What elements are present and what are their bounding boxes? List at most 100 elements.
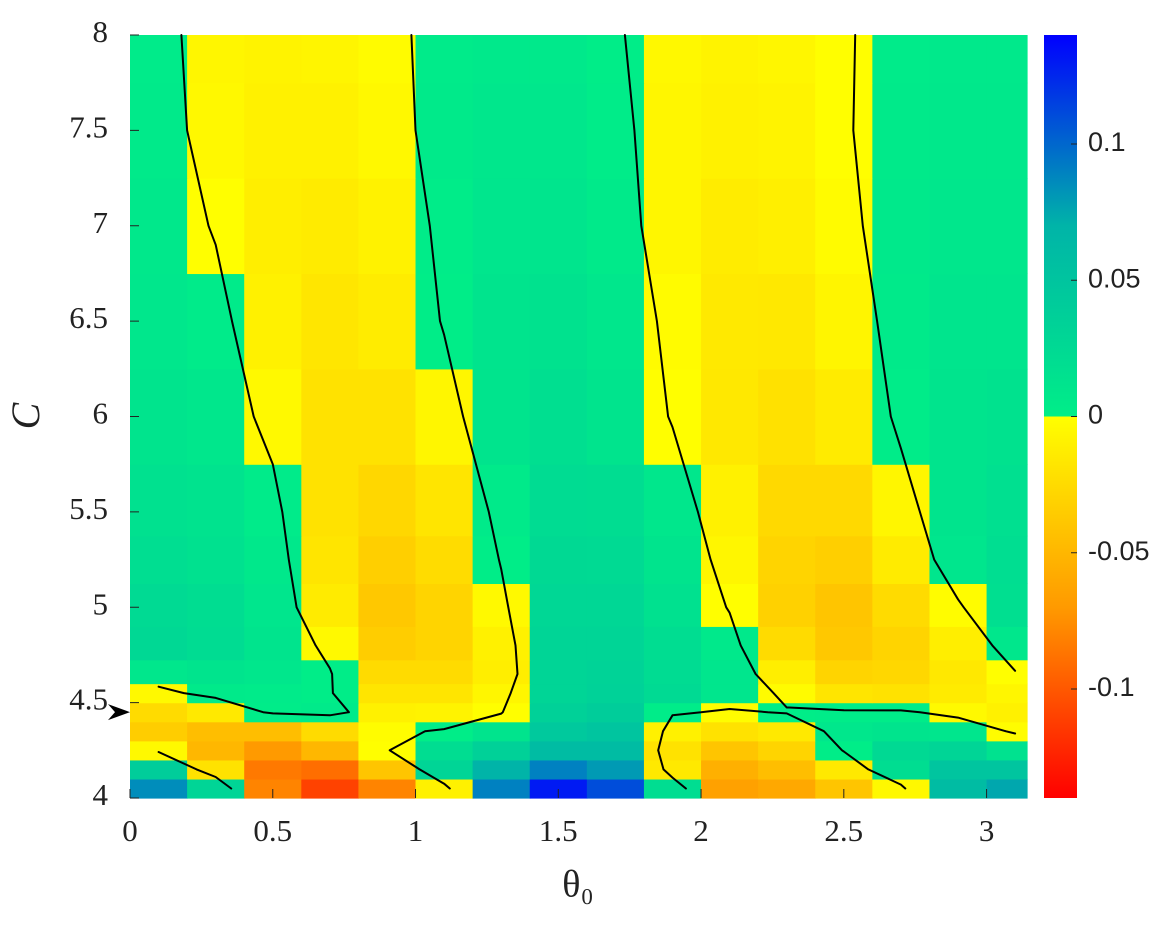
heat-cell [187,368,245,465]
heat-cell [130,626,188,661]
heat-cell [929,35,988,84]
heat-cell [872,35,931,84]
heat-cell [244,626,302,661]
heat-cell [815,35,873,84]
heat-cell [187,583,245,627]
heat-cell [758,626,816,661]
heat-cell [244,273,302,370]
x-tick-label: 3 [979,813,995,848]
heat-cell [301,778,360,799]
colorbar-negative [1044,416,1077,798]
heat-cell [415,721,474,742]
x-tick-label: 2.5 [824,813,863,848]
heat-cell [701,740,759,761]
heat-cell [643,82,702,179]
heat-cell [986,778,1028,799]
heat-cell [187,35,245,84]
heat-cell [758,178,816,275]
heat-cell [244,583,302,627]
heat-cell [929,702,988,723]
heat-cell [244,178,302,275]
heat-cell [929,740,988,761]
heat-cell [586,535,645,585]
heat-cell [872,659,931,685]
heat-cell [758,683,816,704]
heat-cell [358,778,417,799]
heat-cell [758,721,816,742]
heat-cell [301,721,360,742]
heat-cell [758,535,816,585]
heat-cell [358,626,417,661]
heat-cell [815,535,873,585]
heat-cell [758,759,816,780]
heat-cell [358,535,417,585]
heat-cell [643,273,702,370]
y-axis-label: C [3,401,48,429]
heat-cell [929,626,988,661]
heat-cell [529,82,588,179]
heat-cell [529,659,588,685]
heat-cell [929,82,988,179]
heat-cell [929,535,988,585]
heat-cell [472,368,531,465]
colorbar-positive [1044,35,1077,417]
heat-cell [529,721,588,742]
heat-cell [815,626,873,661]
heat-cell [758,659,816,685]
heat-cell [358,464,417,537]
heat-cell [301,626,360,661]
heat-cell [986,273,1028,370]
heat-cell [815,778,873,799]
heat-cell [529,368,588,465]
heat-cell [586,683,645,704]
heat-cell [472,683,531,704]
y-tick-label: 4 [93,777,109,812]
y-tick-label: 8 [93,14,109,49]
heat-cell [472,759,531,780]
heat-cell [643,721,702,742]
heat-cell [415,273,474,370]
heat-cell [929,721,988,742]
heat-cell [358,35,417,84]
heat-cell [701,368,759,465]
colorbar-tick-label: 0.05 [1088,263,1141,293]
heat-cell [586,368,645,465]
heat-cell [586,702,645,723]
heat-cell [872,740,931,761]
heat-cell [529,778,588,799]
heat-cell [815,759,873,780]
heat-cell [758,583,816,627]
heat-cell [358,683,417,704]
colorbar-tick-label: 0 [1088,400,1103,430]
heat-cell [187,273,245,370]
heat-cell [472,626,531,661]
heat-cell [643,659,702,685]
heat-cell [586,721,645,742]
heat-cell [643,368,702,465]
heat-cell [529,35,588,84]
heat-cell [415,535,474,585]
heat-cell [415,778,474,799]
heat-cell [529,535,588,585]
heat-cell [815,82,873,179]
heat-cell [187,702,245,723]
heat-cell [529,683,588,704]
heat-cell [586,778,645,799]
heat-cell [130,721,188,742]
y-tick-label: 5.5 [69,491,108,526]
heat-cell [872,759,931,780]
heat-cell [701,35,759,84]
heatmap [130,35,1028,799]
heat-cell [929,464,988,537]
heat-cell [244,464,302,537]
heat-cell [301,273,360,370]
heat-cell [815,273,873,370]
heat-cell [586,740,645,761]
heat-cell [586,35,645,84]
heat-cell [358,82,417,179]
y-tick-label: 5 [93,586,109,621]
heat-cell [815,583,873,627]
heat-cell [187,464,245,537]
heat-cell [586,464,645,537]
heat-cell [301,702,360,723]
